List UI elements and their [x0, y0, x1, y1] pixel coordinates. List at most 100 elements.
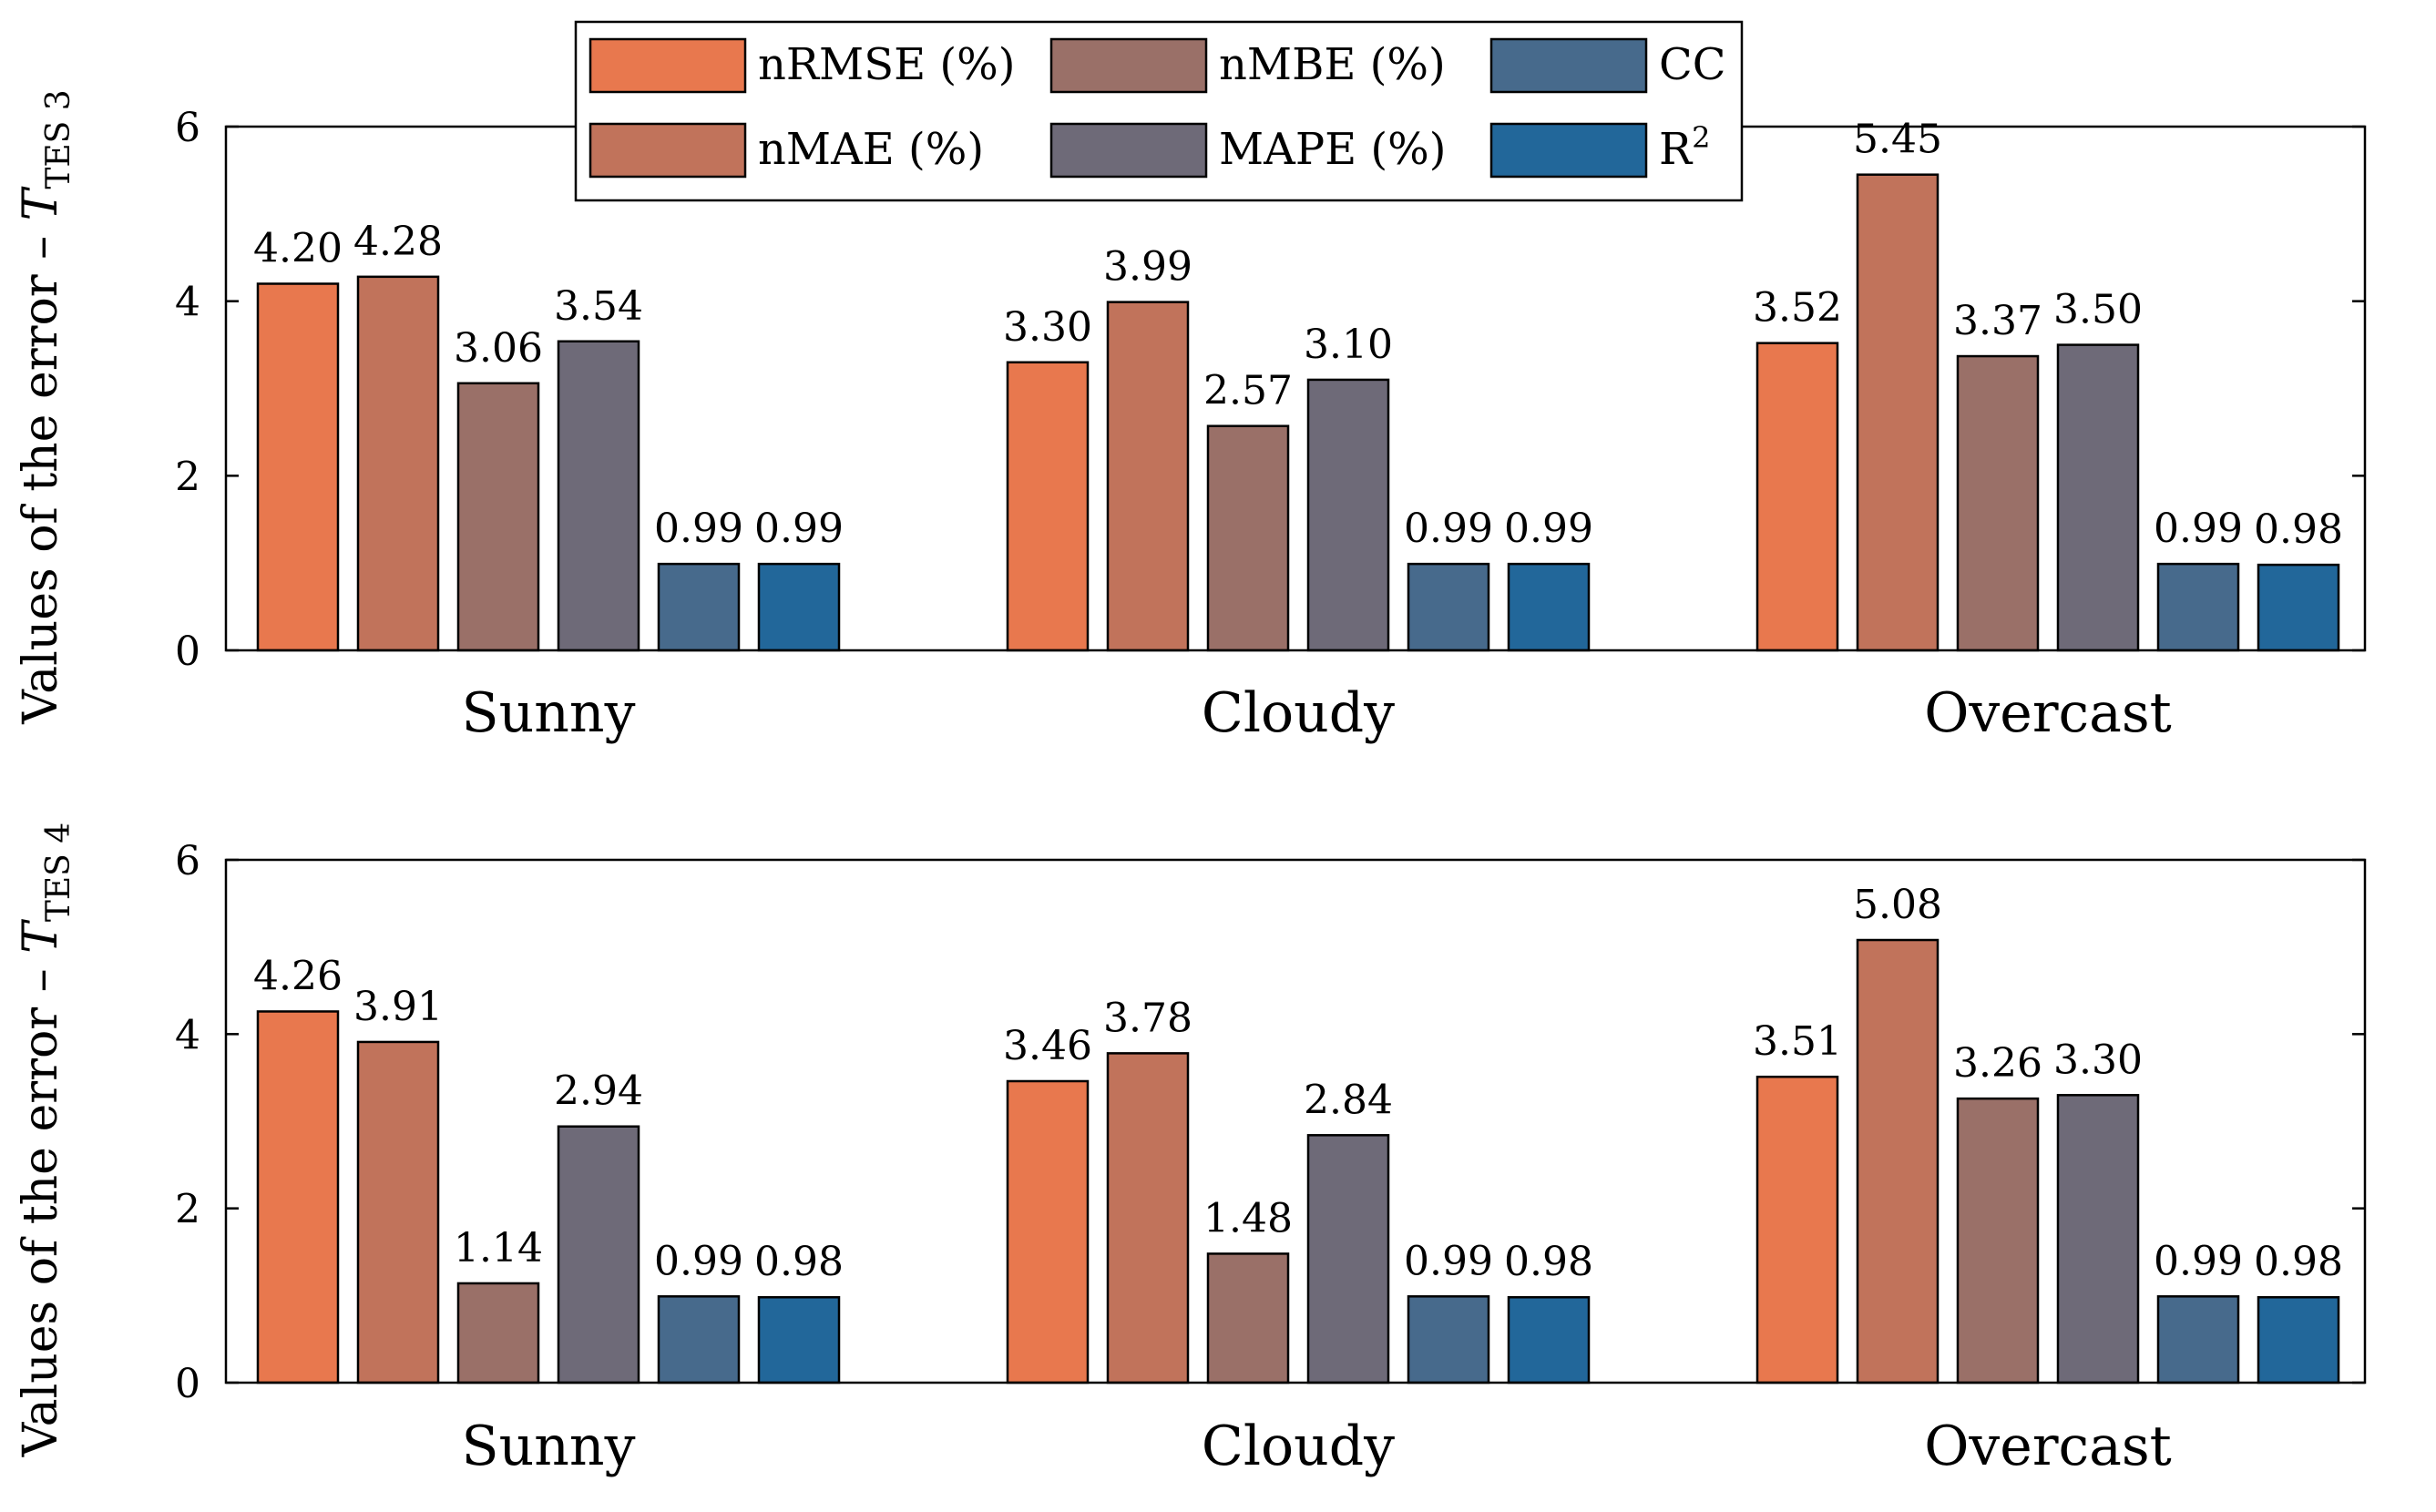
bar-top-overcast-mape — [2056, 343, 2140, 652]
data-label-top-sunny-nrmse: 4.20 — [253, 226, 343, 272]
legend-swatch-nrmse — [589, 37, 747, 94]
bar-top-overcast-nmbe — [1956, 354, 2040, 652]
data-label-bottom-cloudy-mape: 2.84 — [1304, 1077, 1393, 1123]
bar-bottom-cloudy-nrmse — [1006, 1079, 1090, 1384]
bar-bottom-sunny-r2 — [757, 1295, 841, 1384]
legend-swatch-cc — [1489, 37, 1648, 94]
bar-bottom-overcast-nrmse — [1755, 1075, 1839, 1384]
bar-top-sunny-nmbe — [456, 382, 540, 652]
legend-label-mape: MAPE (%) — [1219, 124, 1446, 175]
data-label-top-cloudy-mape: 3.10 — [1304, 322, 1393, 368]
category-label-bottom-cloudy: Cloudy — [1202, 1415, 1395, 1478]
y-axis-label-top: Values of the error – TTES 3 — [14, 89, 77, 724]
bar-bottom-sunny-nmae — [356, 1040, 440, 1384]
bar-bottom-cloudy-cc — [1407, 1295, 1490, 1384]
category-label-bottom-overcast: Overcast — [1924, 1415, 2172, 1478]
data-label-top-cloudy-cc: 0.99 — [1404, 506, 1493, 552]
legend-label-nmbe: nMBE (%) — [1219, 39, 1446, 90]
data-label-bottom-sunny-nmbe: 1.14 — [454, 1225, 543, 1272]
data-label-bottom-overcast-r2: 0.98 — [2254, 1239, 2343, 1285]
data-label-top-cloudy-nrmse: 3.30 — [1003, 304, 1092, 351]
bar-bottom-overcast-nmae — [1856, 938, 1940, 1384]
bar-bottom-cloudy-r2 — [1507, 1295, 1591, 1384]
bar-bottom-cloudy-nmbe — [1206, 1252, 1290, 1384]
legend-swatch-mape — [1049, 122, 1208, 179]
data-label-bottom-cloudy-nmae: 3.78 — [1103, 995, 1192, 1041]
bar-top-cloudy-nmae — [1106, 301, 1190, 652]
bar-bottom-cloudy-nmae — [1106, 1052, 1190, 1384]
data-label-top-overcast-nrmse: 3.52 — [1753, 285, 1842, 332]
panel-top: 4.20 4.283.063.540.99 0.99Sunny3.303.992.5… — [14, 89, 2367, 745]
legend-swatch-nmae — [589, 122, 747, 179]
data-label-top-overcast-nmbe: 3.37 — [1953, 298, 2042, 344]
data-label-top-overcast-r2: 0.98 — [2254, 506, 2343, 553]
data-label-top-overcast-nmae: 5.45 — [1853, 117, 1942, 163]
data-label-bottom-sunny-cc: 0.99 — [654, 1238, 743, 1284]
bar-top-sunny-cc — [657, 562, 741, 652]
data-label-top-overcast-mape: 3.50 — [2053, 287, 2143, 333]
y-tick-label-top-2: 2 — [175, 454, 200, 500]
data-label-top-overcast-cc: 0.99 — [2154, 506, 2243, 552]
y-tick-label-top-6: 6 — [175, 105, 200, 151]
legend-label-r2: R2 — [1659, 120, 1711, 175]
chart-panels: 4.20 4.283.063.540.99 0.99Sunny3.303.992.5… — [14, 89, 2367, 1478]
legend-label-cc: CC — [1659, 39, 1725, 90]
legend: nRMSE (%) nMBE (%) CC nMAE (%) MAPE (%) R2 — [574, 20, 1744, 202]
y-tick-label-bottom-2: 2 — [175, 1187, 200, 1233]
bar-top-cloudy-cc — [1407, 562, 1490, 652]
bar-bottom-overcast-cc — [2156, 1295, 2240, 1384]
bar-bottom-sunny-nrmse — [256, 1010, 340, 1384]
category-label-top-overcast: Overcast — [1924, 681, 2172, 745]
data-label-bottom-cloudy-cc: 0.99 — [1404, 1238, 1493, 1284]
data-label-bottom-sunny-mape: 2.94 — [554, 1068, 643, 1115]
y-tick-label-bottom-4: 4 — [175, 1012, 200, 1058]
legend-label-nmae: nMAE (%) — [758, 124, 984, 175]
legend-label-nrmse: nRMSE (%) — [758, 39, 1015, 90]
bar-bottom-sunny-mape — [557, 1125, 640, 1384]
data-label-bottom-cloudy-nmbe: 1.48 — [1203, 1195, 1293, 1241]
bar-top-overcast-cc — [2156, 562, 2240, 652]
bar-top-sunny-nmae — [356, 275, 440, 652]
bar-bottom-sunny-nmbe — [456, 1282, 540, 1384]
data-label-top-sunny-nmae: 4.28 — [353, 219, 443, 265]
bar-top-cloudy-nmbe — [1206, 424, 1290, 652]
data-label-bottom-cloudy-nrmse: 3.46 — [1003, 1023, 1092, 1069]
panel-bottom: 4.263.911.142.940.99 0.98Sunny3.463.781.4… — [14, 822, 2367, 1478]
bar-top-cloudy-nrmse — [1006, 361, 1090, 652]
bar-bottom-sunny-cc — [657, 1295, 741, 1384]
bar-top-sunny-mape — [557, 340, 640, 652]
y-tick-label-bottom-6: 6 — [175, 838, 200, 884]
data-label-top-sunny-r2: 0.99 — [754, 506, 844, 552]
legend-swatch-r2 — [1489, 122, 1648, 179]
bar-bottom-overcast-nmbe — [1956, 1097, 2040, 1384]
data-label-top-sunny-nmbe: 3.06 — [454, 325, 543, 372]
data-label-bottom-overcast-nrmse: 3.51 — [1753, 1018, 1842, 1065]
y-tick-label-bottom-0: 0 — [175, 1361, 200, 1407]
bar-top-overcast-nmae — [1856, 173, 1940, 652]
data-label-bottom-sunny-r2: 0.98 — [754, 1239, 844, 1285]
data-label-bottom-overcast-nmae: 5.08 — [1853, 882, 1942, 928]
data-label-top-cloudy-r2: 0.99 — [1504, 506, 1593, 552]
data-label-top-sunny-mape: 3.54 — [554, 283, 643, 330]
bar-bottom-cloudy-mape — [1306, 1134, 1390, 1384]
category-label-bottom-sunny: Sunny — [462, 1415, 636, 1478]
bar-bottom-overcast-mape — [2056, 1094, 2140, 1384]
data-label-bottom-sunny-nmae: 3.91 — [353, 984, 443, 1030]
data-label-bottom-cloudy-r2: 0.98 — [1504, 1239, 1593, 1285]
bar-top-sunny-r2 — [757, 562, 841, 652]
y-tick-label-top-0: 0 — [175, 628, 200, 675]
legend-swatch-nmbe — [1049, 37, 1208, 94]
y-axis-label-bottom: Values of the error – TTES 4 — [14, 822, 77, 1457]
data-label-bottom-overcast-cc: 0.99 — [2154, 1238, 2243, 1284]
y-tick-label-top-4: 4 — [175, 280, 200, 326]
data-label-bottom-overcast-mape: 3.30 — [2053, 1037, 2143, 1083]
data-label-top-cloudy-nmae: 3.99 — [1103, 244, 1192, 291]
bar-top-sunny-nrmse — [256, 282, 340, 652]
axes-frame-bottom — [224, 858, 2367, 1384]
category-label-top-sunny: Sunny — [462, 681, 636, 745]
category-label-top-cloudy: Cloudy — [1202, 681, 1395, 745]
data-label-top-cloudy-nmbe: 2.57 — [1203, 368, 1293, 414]
bar-top-overcast-r2 — [2257, 563, 2340, 652]
data-label-bottom-sunny-nrmse: 4.26 — [253, 953, 343, 999]
